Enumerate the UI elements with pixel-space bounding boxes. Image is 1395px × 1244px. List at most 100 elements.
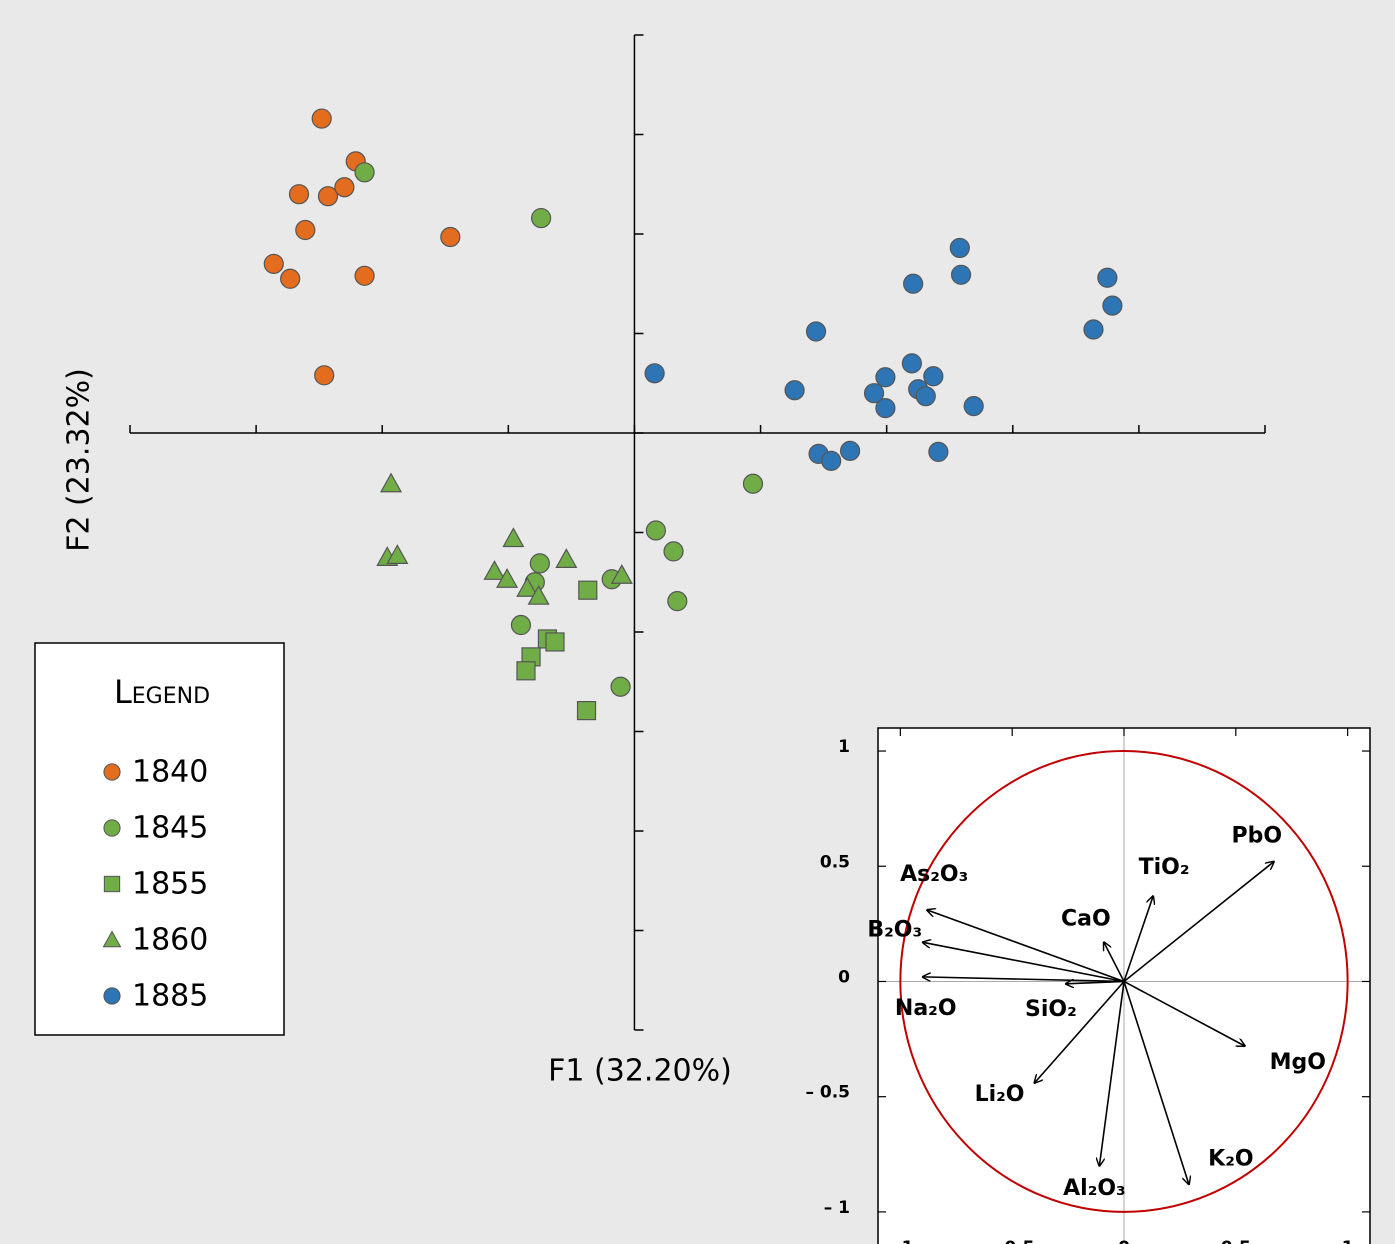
variable-label: PbO — [1232, 824, 1283, 849]
y-tick-label: 0.5 — [820, 852, 850, 872]
point — [516, 576, 539, 597]
point — [875, 398, 896, 419]
y-tick-label: 0 — [838, 967, 850, 987]
loading-arrow — [923, 942, 1125, 983]
variable-label: SiO₂ — [1025, 997, 1077, 1022]
point — [483, 560, 506, 580]
legend-label: 1860 — [132, 923, 208, 958]
point — [928, 441, 949, 463]
point — [1097, 267, 1118, 288]
variable-label: CaO — [1061, 906, 1111, 931]
variable-label: K₂O — [1208, 1146, 1253, 1171]
legend-marker — [102, 930, 122, 948]
point — [576, 701, 597, 721]
point — [578, 580, 598, 600]
point — [280, 268, 301, 289]
y-axis-title: F2 (23.32%) — [62, 368, 97, 552]
point — [923, 366, 944, 387]
point — [295, 219, 316, 241]
point — [380, 472, 403, 493]
point — [901, 353, 922, 374]
legend-marker — [103, 763, 121, 781]
variable-label: TiO₂ — [1139, 855, 1190, 880]
point — [1083, 319, 1104, 340]
point — [334, 177, 355, 198]
legend-label: 1845 — [132, 811, 208, 846]
correlation-circle — [899, 750, 1349, 1213]
legend-label: 1885 — [132, 979, 208, 1014]
variable-label: Li₂O — [975, 1082, 1025, 1107]
x-tick-label: 1 — [1342, 1238, 1354, 1244]
loading-arrow — [1123, 981, 1189, 1184]
point — [821, 450, 842, 471]
point — [527, 584, 550, 605]
loading-arrow — [1099, 981, 1125, 1165]
point — [545, 632, 565, 652]
x-tick-label: 0.5 — [1221, 1238, 1251, 1244]
point — [839, 440, 861, 462]
point — [516, 661, 536, 681]
point — [950, 264, 972, 285]
point — [742, 473, 764, 494]
legend-box — [34, 642, 285, 1036]
y-tick-label: – 0.5 — [805, 1083, 850, 1103]
point — [354, 162, 375, 183]
variable-label: Na₂O — [895, 996, 957, 1021]
legend-marker — [103, 875, 121, 893]
point — [644, 363, 665, 384]
point — [663, 541, 684, 562]
point — [610, 564, 633, 584]
legend-marker — [103, 819, 121, 837]
point — [1102, 295, 1123, 316]
point — [317, 186, 339, 207]
point — [667, 591, 688, 612]
point — [288, 184, 310, 205]
variable-label: As₂O₃ — [900, 862, 968, 887]
point — [903, 273, 924, 294]
loading-arrow — [1104, 942, 1125, 982]
legend-marker — [103, 987, 121, 1005]
variable-label: MgO — [1270, 1050, 1326, 1075]
point — [263, 253, 284, 274]
point — [311, 108, 332, 129]
point — [510, 614, 532, 636]
point — [963, 396, 984, 417]
point — [875, 367, 896, 388]
point — [496, 568, 519, 588]
loading-arrow — [1123, 862, 1274, 983]
point — [502, 527, 525, 548]
point — [531, 207, 552, 229]
point — [915, 386, 936, 407]
legend-label: 1840 — [132, 755, 208, 790]
y-tick-label: 1 — [838, 737, 850, 757]
point — [805, 321, 827, 342]
x-tick-label: – 0.5 — [990, 1238, 1035, 1244]
point — [529, 553, 550, 574]
x-axis-title: F1 (32.20%) — [548, 1054, 732, 1089]
loading-arrow — [1066, 981, 1125, 983]
point — [440, 226, 461, 248]
point — [645, 520, 666, 541]
x-tick-label: 0 — [1118, 1238, 1130, 1244]
loading-arrow — [923, 977, 1125, 983]
point — [314, 365, 335, 386]
point — [863, 383, 885, 404]
loading-arrow — [1035, 980, 1125, 1082]
legend-label: 1855 — [132, 867, 208, 902]
loading-arrow — [1123, 980, 1245, 1046]
variable-label: Al₂O₃ — [1063, 1176, 1126, 1201]
x-tick-label: – 1 — [887, 1238, 913, 1244]
point — [555, 548, 578, 568]
y-tick-label: – 1 — [824, 1198, 850, 1218]
loading-arrow — [1123, 896, 1153, 982]
loading-arrow — [927, 910, 1125, 983]
point — [354, 265, 375, 286]
variable-label: B₂O₃ — [867, 917, 922, 942]
point — [949, 237, 970, 259]
point — [386, 544, 409, 564]
point — [610, 676, 631, 697]
legend-title: Legend — [114, 673, 210, 711]
point — [784, 380, 805, 401]
